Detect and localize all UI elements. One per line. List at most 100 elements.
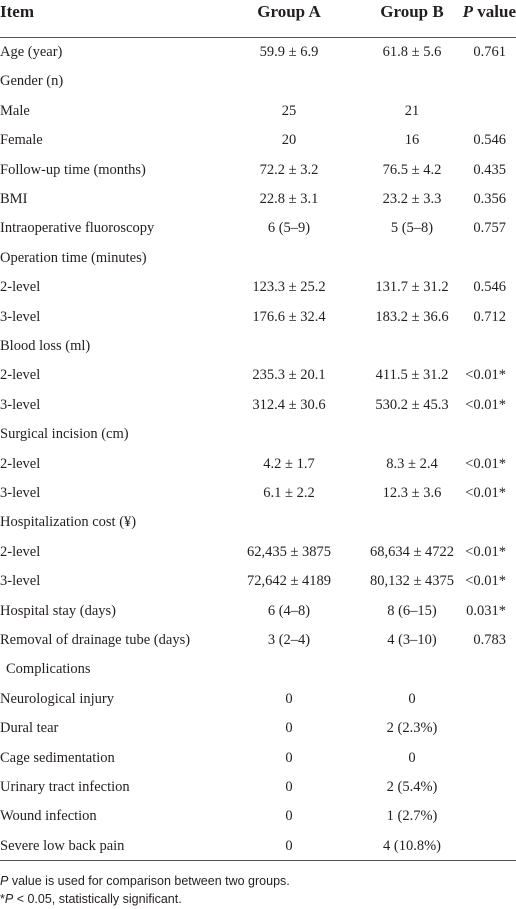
p-value-cell: 0.546 [473, 132, 506, 149]
group-a-cell: 62,435 ± 3875 [246, 543, 332, 560]
group-a-cell: 25 [281, 102, 297, 119]
row-label: Neurological injury [0, 690, 114, 707]
row-label: Dural tear [0, 720, 59, 737]
row-label: Removal of drainage tube (days) [0, 632, 191, 648]
group-b-cell: 76.5 ± 4.2 [382, 161, 442, 178]
p-value-cell: <0.01* [465, 455, 506, 472]
group-a-cell: 0 [285, 690, 293, 707]
group-b-cell: 4 (3–10) [387, 632, 437, 648]
group-b-cell: 80,132 ± 4375 [369, 573, 455, 590]
group-a-cell: 59.9 ± 6.9 [259, 44, 319, 60]
p-value-cell: 0.356 [473, 191, 506, 207]
header-rule [0, 37, 516, 38]
p-value-cell: 0.761 [473, 44, 506, 60]
group-b-cell: 5 (5–8) [390, 220, 434, 237]
group-a-cell: 72.2 ± 3.2 [259, 161, 319, 178]
asterisk: * [0, 892, 5, 906]
header-group-b: Group B [380, 2, 444, 21]
group-b-cell: 12.3 ± 3.6 [382, 485, 442, 501]
row-label: 2-level [0, 455, 41, 472]
group-b-cell: 68,634 ± 4722 [369, 543, 455, 560]
row-label: Blood loss (ml) [0, 338, 91, 354]
group-b-cell: 16 [404, 132, 420, 149]
group-b-cell: 8 (6–15) [387, 602, 437, 619]
group-a-cell: 22.8 ± 3.1 [259, 191, 319, 207]
row-label: Severe low back pain [0, 837, 125, 854]
row-label: Operation time (minutes) [0, 249, 147, 266]
group-a-cell: 6 (4–8) [267, 602, 311, 619]
p-value-cell: <0.01* [465, 485, 506, 501]
row-label: Surgical incision (cm) [0, 426, 129, 443]
row-label: Wound infection [0, 808, 97, 825]
group-b-cell: 23.2 ± 3.3 [382, 191, 442, 207]
header-text: value [473, 2, 516, 21]
group-b-cell: 530.2 ± 45.3 [375, 396, 449, 413]
row-label: Urinary tract infection [0, 779, 130, 795]
row-label: Female [0, 132, 43, 149]
bottom-rule [0, 860, 516, 861]
header-item: Item [0, 2, 34, 21]
group-a-cell: 0 [285, 837, 293, 854]
italic-p: P [462, 2, 474, 21]
group-a-cell: 0 [285, 808, 293, 825]
italic-p: P [4, 892, 14, 906]
group-b-cell: 0 [408, 690, 416, 707]
group-b-cell: 183.2 ± 36.6 [375, 308, 449, 325]
group-a-cell: 72,642 ± 4189 [246, 573, 332, 590]
row-label: Complications [6, 661, 91, 678]
group-a-cell: 312.4 ± 30.6 [252, 396, 326, 413]
group-a-cell: 235.3 ± 20.1 [252, 367, 326, 384]
p-value-cell: 0.435 [473, 161, 506, 178]
row-label: Cage sedimentation [0, 749, 115, 766]
group-a-cell: 3 (2–4) [267, 632, 311, 648]
p-value-cell: <0.01* [465, 543, 506, 560]
group-b-cell: 8.3 ± 2.4 [386, 455, 438, 472]
group-a-cell: 20 [281, 132, 297, 149]
row-label: Age (year) [0, 44, 63, 60]
row-label: Follow-up time (months) [0, 161, 146, 178]
row-label: 2-level [0, 543, 41, 560]
group-a-cell: 0 [285, 779, 293, 795]
group-b-cell: 21 [404, 102, 420, 119]
row-label: Intraoperative fluoroscopy [0, 220, 155, 237]
p-value-cell: <0.01* [465, 396, 506, 413]
group-b-cell: 0 [408, 749, 416, 766]
group-a-cell: 0 [285, 720, 293, 737]
row-label: BMI [0, 191, 28, 207]
p-value-cell: 0.031* [466, 602, 506, 619]
row-label: 3-level [0, 573, 41, 590]
row-label: Male [0, 102, 30, 119]
header-group-a: Group A [257, 2, 321, 21]
row-label: 3-level [0, 396, 41, 413]
footnote: *P < 0.05, statistically significant. [0, 891, 182, 907]
p-value-cell: 0.757 [473, 220, 506, 237]
footnote-text: value is used for comparison between two… [8, 874, 290, 888]
group-a-cell: 176.6 ± 32.4 [252, 308, 326, 325]
group-b-cell: 2 (5.4%) [386, 779, 438, 795]
group-a-cell: 4.2 ± 1.7 [263, 455, 315, 472]
group-b-cell: 2 (2.3%) [386, 720, 438, 737]
group-b-cell: 411.5 ± 31.2 [375, 367, 449, 384]
row-label: 2-level [0, 279, 41, 296]
group-b-cell: 61.8 ± 5.6 [382, 44, 442, 60]
group-b-cell: 131.7 ± 31.2 [375, 279, 449, 296]
footnote: P value is used for comparison between t… [0, 873, 290, 889]
p-value-cell: <0.01* [465, 573, 506, 590]
group-a-cell: 6.1 ± 2.2 [263, 485, 315, 501]
row-label: Gender (n) [0, 73, 64, 90]
group-b-cell: 4 (10.8%) [383, 837, 441, 854]
p-value-cell: <0.01* [465, 367, 506, 384]
header-p-value: P value [463, 1, 516, 23]
group-a-cell: 0 [285, 749, 293, 766]
p-value-cell: 0.546 [473, 279, 506, 296]
italic-p: P [0, 874, 9, 888]
row-label: Hospitalization cost (¥) [0, 514, 137, 531]
group-a-cell: 6 (5–9) [267, 220, 311, 237]
row-label: 3-level [0, 485, 41, 501]
row-label: 2-level [0, 367, 41, 384]
row-label: Hospital stay (days) [0, 602, 116, 619]
group-b-cell: 1 (2.7%) [386, 808, 438, 825]
group-a-cell: 123.3 ± 25.2 [252, 279, 326, 296]
footnote-text: < 0.05, statistically significant. [13, 892, 182, 906]
